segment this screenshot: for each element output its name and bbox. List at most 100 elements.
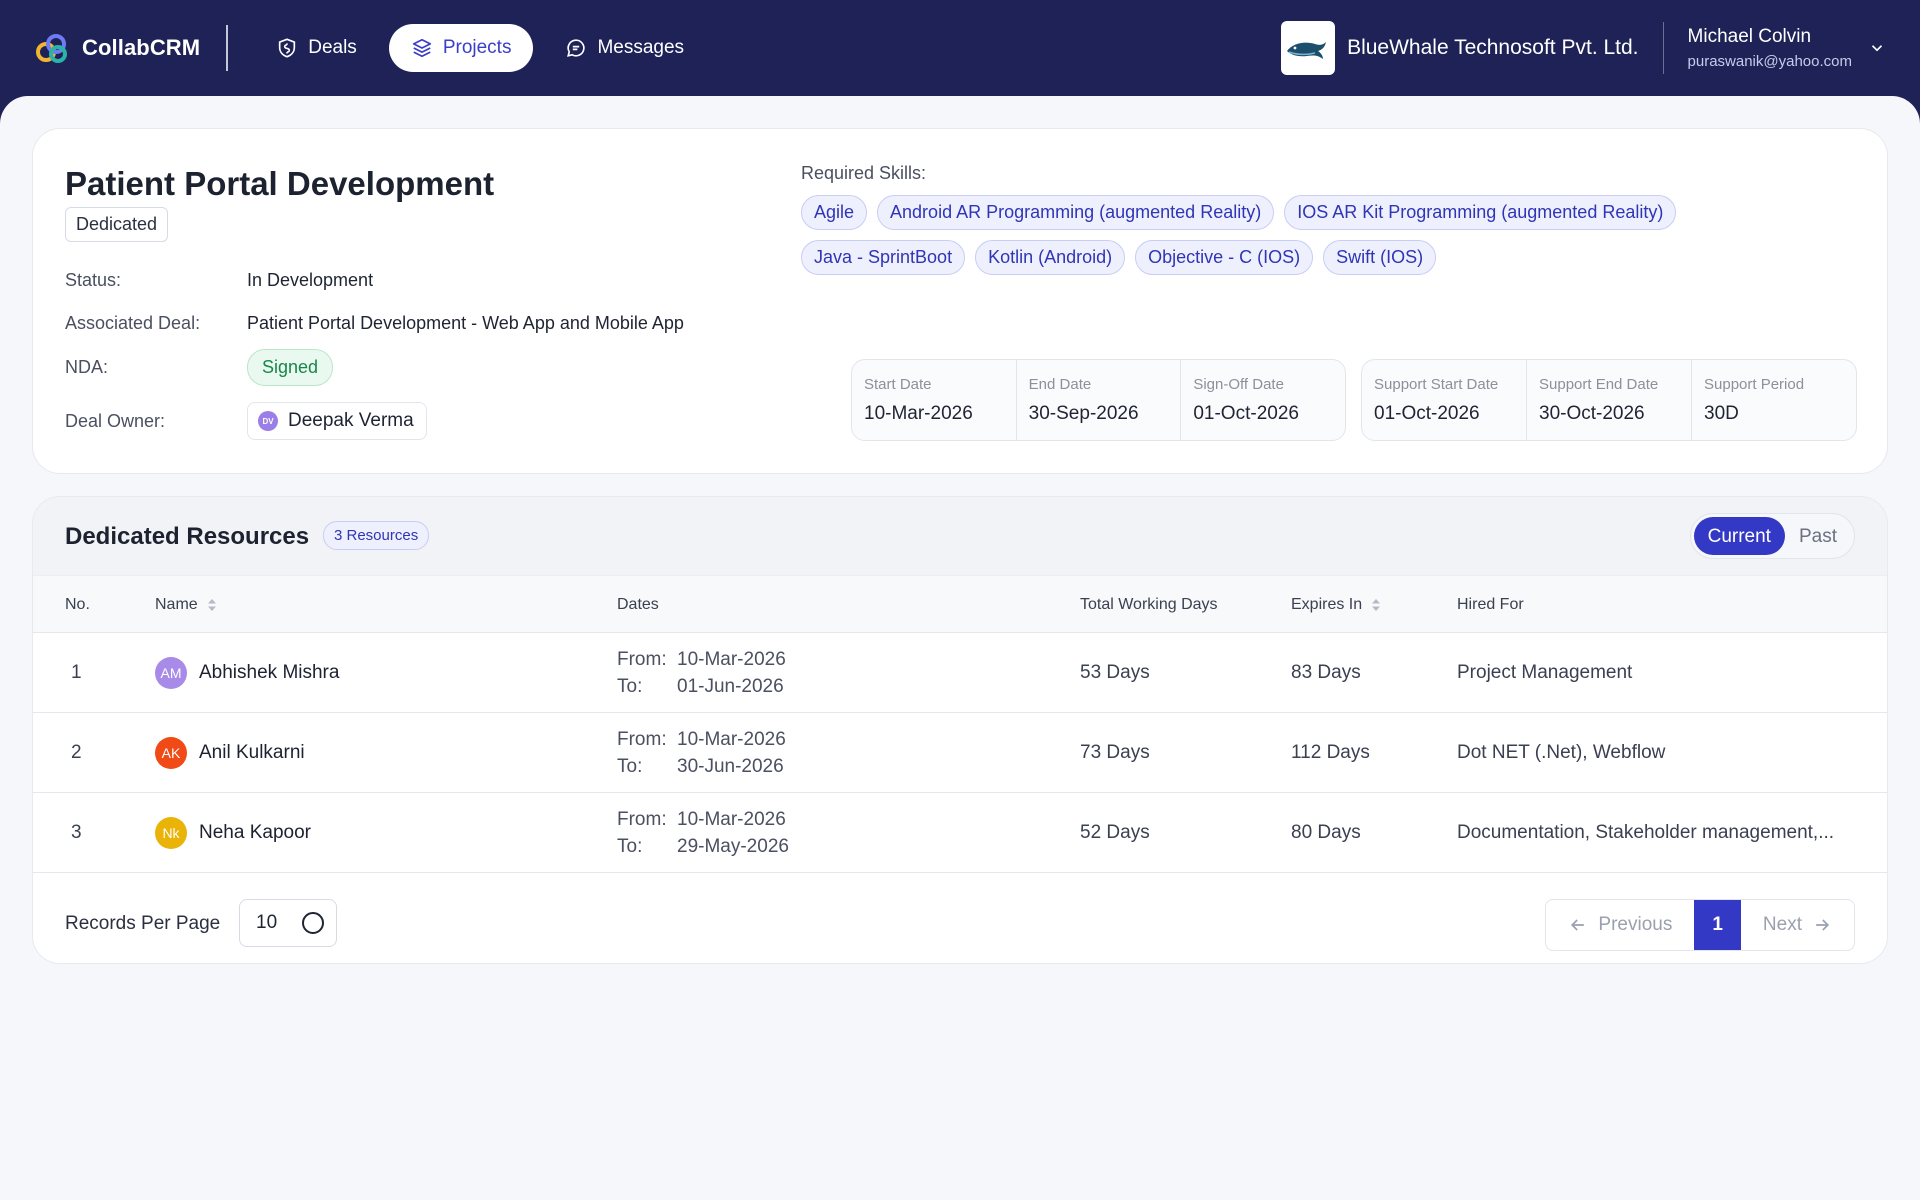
- arrow-right-icon: [1816, 919, 1830, 931]
- current-past-toggle: Current Past: [1689, 513, 1855, 559]
- associated-deal-link[interactable]: Patient Portal Development - Web App and…: [247, 313, 684, 333]
- support-start-date: Support Start Date 01-Oct-2026: [1362, 360, 1527, 440]
- nda-row: NDA: Signed: [65, 349, 334, 386]
- column-expires-in[interactable]: Expires In: [1291, 596, 1382, 614]
- next-page-button[interactable]: Next: [1741, 900, 1854, 950]
- row-number: 1: [71, 662, 82, 683]
- support-dates-box: Support Start Date 01-Oct-2026 Support E…: [1361, 359, 1857, 441]
- pagination: Previous 1 Next: [1545, 899, 1855, 951]
- sign-off-date: Sign-Off Date 01-Oct-2026: [1193, 376, 1299, 424]
- resource-name: Anil Kulkarni: [199, 742, 305, 763]
- end-date: End Date 30-Sep-2026: [1017, 360, 1182, 440]
- avatar: AM: [155, 657, 187, 689]
- nav-item-projects[interactable]: Projects: [388, 24, 534, 72]
- sort-icon[interactable]: [206, 598, 218, 612]
- resource-name: Abhishek Mishra: [199, 662, 340, 683]
- sort-icon[interactable]: [1370, 598, 1382, 612]
- resources-header: Dedicated Resources 3 Resources Current …: [33, 497, 1887, 575]
- chat-icon: [567, 39, 586, 57]
- skill-chip: IOS AR Kit Programming (augmented Realit…: [1284, 195, 1677, 230]
- resource-name-cell: Nk Neha Kapoor: [155, 817, 311, 849]
- page-1-button[interactable]: 1: [1694, 900, 1741, 950]
- nav-label: Deals: [308, 37, 357, 58]
- support-period: Support Period 30D: [1704, 376, 1805, 424]
- required-skills-list: Agile Android AR Programming (augmented …: [801, 195, 1841, 275]
- nav-item-messages[interactable]: Messages: [543, 24, 706, 72]
- table-row[interactable]: 2 AK Anil Kulkarni From: 10-Mar-2026 To: 3…: [33, 713, 1887, 793]
- collabcrm-logo-icon: [36, 34, 67, 63]
- resource-dates: From: 10-Mar-2026 To: 30-Jun-2026: [617, 729, 786, 777]
- column-total-working-days: Total Working Days: [1080, 596, 1218, 613]
- avatar: Nk: [155, 817, 187, 849]
- skill-chip: Kotlin (Android): [975, 240, 1126, 275]
- nav-divider: [1662, 22, 1664, 74]
- deal-row: Associated Deal: Patient Portal Developm…: [65, 313, 684, 334]
- column-name[interactable]: Name: [155, 596, 218, 614]
- support-end-date: Support End Date 30-Oct-2026: [1527, 360, 1692, 440]
- skill-chip: Swift (IOS): [1323, 240, 1437, 275]
- expires-in: 83 Days: [1291, 662, 1361, 683]
- skill-chip: Java - SprintBoot: [801, 240, 966, 275]
- user-name: Michael Colvin: [1687, 26, 1812, 47]
- expires-in: 112 Days: [1291, 742, 1370, 763]
- owner-row: Deal Owner: DV Deepak Verma: [65, 402, 427, 440]
- row-number: 3: [71, 822, 82, 843]
- project-type-badge: Dedicated: [65, 207, 169, 242]
- row-number: 2: [71, 742, 82, 763]
- main-content: Patient Portal Development Dedicated Sta…: [0, 96, 1920, 1200]
- table-row[interactable]: 3 Nk Neha Kapoor From: 10-Mar-2026 To: 29-…: [33, 793, 1887, 873]
- section-title: Dedicated Resources: [65, 523, 310, 550]
- total-working-days: 52 Days: [1080, 822, 1150, 843]
- resource-name-cell: AK Anil Kulkarni: [155, 737, 305, 769]
- chevron-down-icon[interactable]: [1868, 39, 1886, 57]
- app-name: CollabCRM: [82, 35, 201, 60]
- deal-label: Associated Deal:: [65, 313, 201, 333]
- records-per-page-select[interactable]: 10: [239, 899, 337, 947]
- layers-icon: [412, 38, 431, 58]
- column-dates: Dates: [617, 596, 659, 613]
- owner-label: Deal Owner:: [65, 410, 166, 431]
- whale-logo-icon: [1281, 21, 1336, 75]
- resource-dates: From: 10-Mar-2026 To: 01-Jun-2026: [617, 649, 786, 697]
- nav-divider: [226, 25, 229, 71]
- column-hired-for: Hired For: [1457, 596, 1524, 613]
- hired-for: Project Management: [1457, 662, 1633, 683]
- app-logo[interactable]: CollabCRM: [34, 30, 200, 66]
- avatar: DV: [258, 411, 278, 431]
- dedicated-resources-card: Dedicated Resources 3 Resources Current …: [32, 496, 1888, 964]
- project-dates-box: Start Date 10-Mar-2026 End Date 30-Sep-2…: [851, 359, 1346, 441]
- deal-owner-chip[interactable]: DV Deepak Verma: [247, 402, 427, 440]
- resource-count-badge: 3 Resources: [323, 521, 430, 550]
- main-nav: Deals Projects Messages: [254, 24, 706, 72]
- page-title: Patient Portal Development: [65, 165, 495, 202]
- status-row: Status: In Development: [65, 270, 373, 291]
- toggle-current[interactable]: Current: [1693, 517, 1785, 555]
- table-footer: Records Per Page 10 Previous 1 Next: [33, 879, 1887, 963]
- skill-chip: Objective - C (IOS): [1135, 240, 1314, 275]
- skill-chip: Android AR Programming (augmented Realit…: [877, 195, 1275, 230]
- hired-for: Documentation, Stakeholder management,..…: [1457, 822, 1835, 843]
- company-name: BlueWhale Technosoft Pvt. Ltd.: [1347, 36, 1639, 59]
- circle-icon: [302, 912, 324, 934]
- avatar: AK: [155, 737, 187, 769]
- top-nav-bar: CollabCRM Deals Projects Messages: [0, 0, 1920, 96]
- nav-item-deals[interactable]: Deals: [254, 24, 379, 72]
- records-per-page-label: Records Per Page: [65, 913, 221, 934]
- table-row[interactable]: 1 AM Abhishek Mishra From: 10-Mar-2026 To…: [33, 633, 1887, 713]
- column-no: No.: [65, 596, 90, 613]
- status-value: In Development: [247, 270, 374, 290]
- resource-name-cell: AM Abhishek Mishra: [155, 657, 339, 689]
- deal-owner-name: Deepak Verma: [288, 410, 414, 431]
- total-working-days: 73 Days: [1080, 742, 1150, 763]
- resource-name: Neha Kapoor: [199, 822, 311, 843]
- user-email: puraswanik@yahoo.com: [1687, 53, 1852, 70]
- resource-dates: From: 10-Mar-2026 To: 29-May-2026: [617, 809, 789, 857]
- project-summary-card: Patient Portal Development Dedicated Sta…: [32, 128, 1888, 474]
- previous-page-button[interactable]: Previous: [1546, 900, 1694, 950]
- company-info: BlueWhale Technosoft Pvt. Ltd.: [1281, 21, 1639, 75]
- user-menu[interactable]: Michael Colvin puraswanik@yahoo.com: [1688, 26, 1886, 70]
- toggle-past[interactable]: Past: [1798, 526, 1837, 547]
- required-skills-label: Required Skills:: [801, 163, 927, 183]
- arrow-left-icon: [1571, 919, 1585, 931]
- hired-for: Dot NET (.Net), Webflow: [1457, 742, 1666, 763]
